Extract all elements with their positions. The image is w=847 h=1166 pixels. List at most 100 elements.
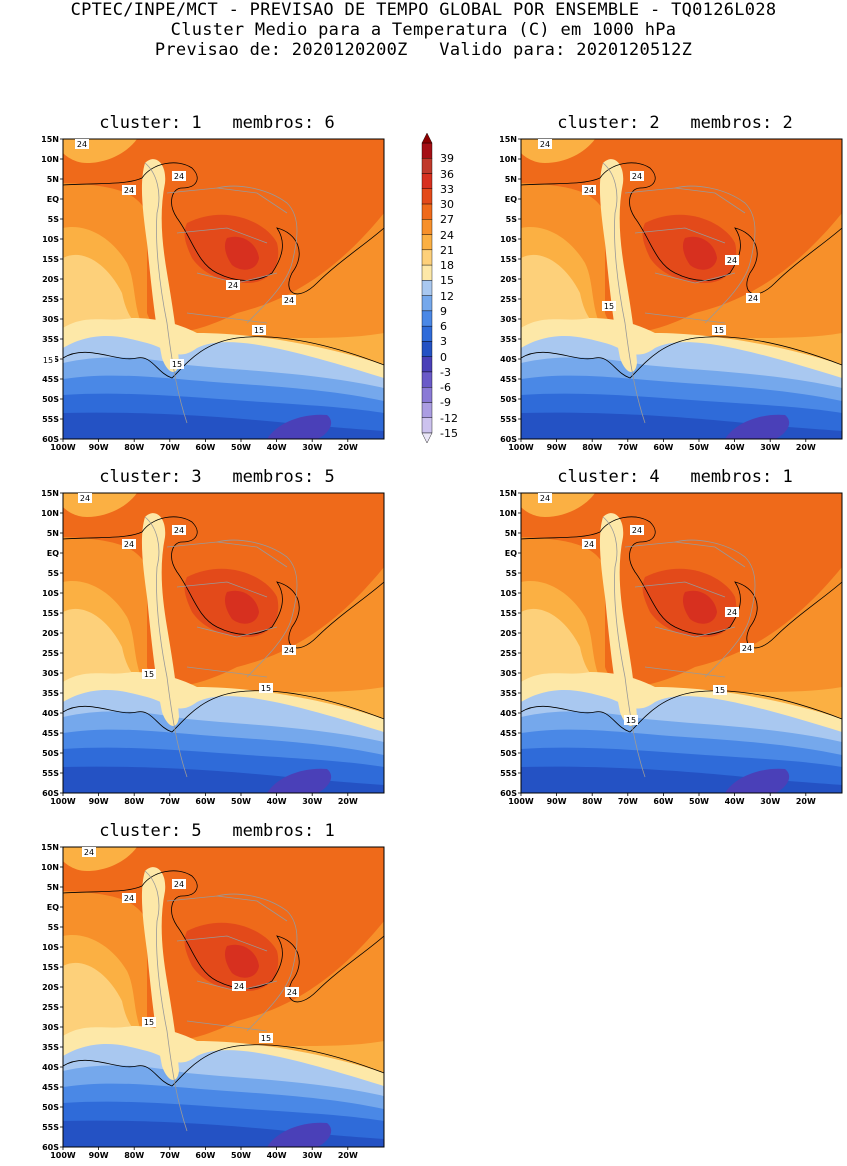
- contour-label: 24: [748, 294, 758, 303]
- map-panel-cluster-4: cluster: 4 membros: 1 15N 10N 5N EQ 5S 10S 15S…: [485, 467, 845, 812]
- lat-tick-label: 10N: [41, 863, 59, 872]
- lon-tick-label: 50W: [689, 797, 709, 806]
- lat-tick-label: 15N: [499, 489, 517, 498]
- colorbar-tick-label: 39: [440, 152, 454, 166]
- lat-tick-label: 5N: [505, 529, 517, 538]
- lon-tick-label: 20W: [338, 443, 358, 452]
- lon-tick-label: 70W: [160, 797, 180, 806]
- lat-tick-label: 10N: [41, 509, 59, 518]
- lon-tick-label: 40W: [725, 797, 745, 806]
- colorbar-swatch: [421, 188, 433, 205]
- lon-tick-label: 20W: [796, 443, 816, 452]
- colorbar-swatch: [421, 249, 433, 266]
- contour-label: 24: [540, 140, 550, 149]
- lon-tick-label: 70W: [160, 1151, 180, 1160]
- colorbar-swatch: [421, 280, 433, 296]
- lat-tick-label: 35S: [42, 689, 59, 698]
- lat-tick-label: 5S: [48, 923, 60, 932]
- contour-label: 24: [727, 608, 737, 617]
- lon-tick-label: 30W: [302, 797, 322, 806]
- lat-tick-label: EQ: [47, 903, 59, 912]
- lat-tick-label: 45S: [42, 375, 59, 384]
- lat-tick-label: 35S: [42, 335, 59, 344]
- colorbar-min-arrow: [421, 432, 433, 444]
- lon-tick-label: 50W: [689, 443, 709, 452]
- lat-tick-label: 35S: [42, 1043, 59, 1052]
- panel-title: cluster: 3 membros: 5: [99, 467, 335, 487]
- lon-tick-label: 50W: [231, 1151, 251, 1160]
- lat-tick-label: 15S: [42, 963, 59, 972]
- lon-tick-label: 30W: [760, 443, 780, 452]
- lat-tick-label: 40S: [42, 1063, 59, 1072]
- lon-tick-label: 20W: [796, 797, 816, 806]
- temperature-map: 15N10N5NEQ5S10S15S20S25S30S35S40S45S50S5…: [499, 489, 843, 806]
- contour-label: 15: [261, 684, 271, 693]
- contour-label: 24: [632, 172, 642, 181]
- lat-tick-label: 50S: [42, 1103, 59, 1112]
- lon-tick-label: 100W: [508, 443, 534, 452]
- lat-tick-label: 10S: [42, 943, 59, 952]
- colorbar-swatch: [421, 264, 433, 281]
- lon-tick-label: 30W: [302, 1151, 322, 1160]
- colorbar-tick-label: 30: [440, 198, 454, 212]
- lon-tick-label: 60W: [653, 797, 673, 806]
- lon-tick-label: 80W: [124, 443, 144, 452]
- colorbar-swatch: [421, 295, 433, 312]
- lat-tick-label: 15S: [500, 255, 517, 264]
- lat-tick-label: 55S: [42, 1123, 59, 1132]
- contour-label: 24: [284, 296, 294, 305]
- lat-tick-label: 15N: [41, 843, 59, 852]
- lat-tick-label: 35S: [500, 335, 517, 344]
- contour-label: 15: [172, 360, 182, 369]
- colorbar-swatch: [421, 158, 433, 174]
- lat-tick-label: 20S: [500, 275, 517, 284]
- colorbar-swatch: [421, 234, 433, 251]
- map-panel-cluster-2: cluster: 2 membros: 2 15N 10N 5N EQ 5S 10S 15S…: [485, 113, 845, 458]
- lat-tick-label: 20S: [42, 983, 59, 992]
- lat-tick-label: 40S: [42, 709, 59, 718]
- colorbar-max-arrow: [421, 132, 433, 144]
- contour-label: 24: [84, 848, 94, 857]
- lat-tick-label: 60S: [42, 435, 59, 444]
- lat-tick-label: 60S: [42, 1143, 59, 1152]
- lon-tick-label: 20W: [338, 1151, 358, 1160]
- lon-tick-label: 30W: [302, 443, 322, 452]
- lat-tick-label: 30S: [42, 669, 59, 678]
- contour-label: 24: [228, 281, 238, 290]
- lat-tick-label: 50S: [500, 395, 517, 404]
- colorbar-swatch: [421, 142, 433, 159]
- lat-tick-label: 25S: [500, 295, 517, 304]
- lat-tick-label: 5S: [506, 215, 518, 224]
- lon-tick-label: 60W: [653, 443, 673, 452]
- lat-tick-label: 30S: [42, 315, 59, 324]
- lat-tick-label: 20S: [500, 629, 517, 638]
- colorbar-swatch: [421, 203, 433, 220]
- colorbar-swatch: [421, 310, 433, 327]
- colorbar-swatch: [421, 402, 433, 418]
- panel-title: cluster: 5 membros: 1: [99, 821, 335, 841]
- lat-tick-label: 60S: [500, 789, 517, 798]
- lon-tick-label: 90W: [89, 797, 109, 806]
- colorbar-swatch: [421, 417, 433, 434]
- colorbar-swatch: [421, 371, 433, 388]
- lat-tick-label: 5S: [506, 569, 518, 578]
- contour-label: 24: [584, 186, 594, 195]
- map-panel-cluster-5: cluster: 5 membros: 1 15N 10N 5N EQ 5S 10S 15S…: [27, 821, 387, 1166]
- lat-tick-label: 10S: [42, 589, 59, 598]
- contour-label: 24: [80, 494, 90, 503]
- colorbar-tick-label: 18: [440, 259, 454, 273]
- lat-tick-label: 10S: [42, 235, 59, 244]
- figure-title-line3: Previsao de: 2020120200Z Valido para: 20…: [154, 40, 693, 60]
- lat-tick-label: 45S: [500, 729, 517, 738]
- colorbar-tick-label: 0: [440, 350, 447, 364]
- lon-tick-label: 100W: [50, 1151, 76, 1160]
- temperature-map: 15N10N5NEQ5S10S15S20S25S30S35S40S45S50S5…: [41, 135, 385, 452]
- lon-tick-label: 100W: [50, 443, 76, 452]
- colorbar-tick-label: -12: [440, 411, 458, 425]
- lat-tick-label: 20S: [42, 275, 59, 284]
- lon-tick-label: 60W: [195, 1151, 215, 1160]
- lat-tick-label: 45S: [42, 1083, 59, 1092]
- figure-title-line1: CPTEC/INPE/MCT - PREVISAO DE TEMPO GLOBA…: [70, 0, 777, 20]
- contour-label: 15: [604, 302, 614, 311]
- colorbar-tick-label: 36: [440, 167, 454, 181]
